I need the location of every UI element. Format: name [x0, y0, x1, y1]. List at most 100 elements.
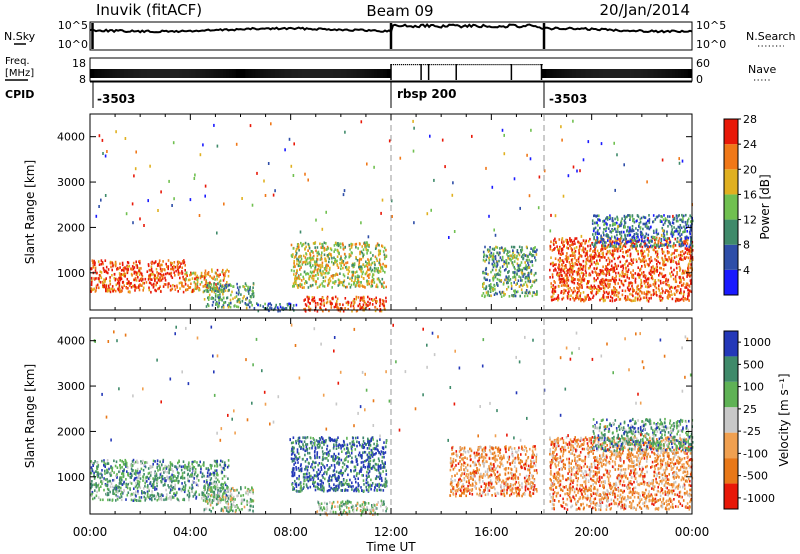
scatter-cell: [98, 134, 101, 138]
scatter-cell: [518, 245, 521, 249]
scatter-cell: [279, 303, 281, 306]
scatter-cell: [658, 245, 660, 249]
scatter-cell: [155, 267, 158, 271]
scatter-cell: [493, 293, 496, 296]
scatter-cell: [196, 283, 199, 286]
scatter-cell: [660, 266, 662, 270]
scatter-cell: [654, 279, 656, 282]
scatter-cell: [199, 460, 201, 464]
scatter-cell: [572, 264, 575, 268]
scatter-cell: [641, 265, 643, 268]
nsearch-label: N.Search: [746, 30, 796, 43]
scatter-cell: [526, 153, 528, 157]
scatter-cell: [689, 254, 692, 257]
scatter-cell: [154, 288, 156, 292]
scatter-cell: [413, 126, 415, 130]
scatter-cell: [605, 252, 608, 256]
scatter-cell: [621, 293, 624, 297]
scatter-cell: [327, 254, 329, 257]
scatter-cell: [207, 285, 210, 289]
scatter-cell: [257, 309, 260, 313]
scatter-cell: [155, 472, 158, 476]
scatter-cell: [349, 286, 352, 289]
scatter-cell: [595, 292, 597, 296]
scatter-cell: [675, 266, 678, 270]
scatter-cell: [304, 303, 307, 306]
scatter-cell: [566, 281, 568, 285]
scatter-cell: [587, 259, 590, 263]
scatter-cell: [299, 282, 301, 286]
scatter-cell: [652, 265, 654, 268]
scatter-cell: [483, 253, 486, 257]
scatter-cell: [680, 291, 683, 295]
scatter-cell: [631, 225, 634, 228]
scatter-cell: [650, 293, 652, 297]
scatter-cell: [558, 238, 561, 241]
scatter-cell: [609, 244, 612, 248]
scatter-cell: [337, 278, 340, 282]
scatter-cell: [236, 286, 239, 289]
scatter-cell: [103, 278, 105, 281]
scatter-cell: [377, 267, 379, 270]
scatter-cell: [110, 287, 112, 291]
scatter-cell: [605, 290, 608, 294]
scatter-cell: [596, 259, 598, 263]
scatter-cell: [326, 263, 328, 267]
scatter-cell: [227, 274, 230, 278]
scatter-cell: [643, 279, 645, 283]
scatter-cell: [339, 309, 342, 313]
scatter-cell: [360, 306, 363, 310]
scatter-cell: [614, 262, 616, 266]
scatter-cell: [576, 278, 579, 281]
scatter-cell: [648, 297, 650, 300]
scatter-cell: [237, 293, 240, 296]
scatter-cell: [159, 273, 162, 276]
scatter-cell: [602, 286, 605, 290]
nave-sample: [501, 64, 503, 66]
scatter-cell: [683, 271, 685, 275]
scatter-cell: [373, 269, 376, 273]
scatter-cell: [615, 265, 618, 268]
scatter-cell: [118, 284, 121, 287]
scatter-cell: [679, 250, 682, 254]
scatter-cell: [429, 134, 431, 138]
scatter-cell: [219, 273, 221, 276]
scatter-cell: [567, 287, 570, 291]
scatter-cell: [353, 307, 355, 310]
scatter-cell: [578, 255, 580, 259]
scatter-cell: [596, 232, 599, 235]
scatter-cell: [654, 246, 657, 250]
scatter-cell: [215, 272, 217, 275]
scatter-cell: [325, 301, 328, 305]
scatter-cell: [674, 244, 677, 247]
nsearch-tick-top: 10^5: [696, 19, 726, 32]
scatter-cell: [193, 469, 195, 473]
nave-sample: [465, 64, 467, 66]
nave-sample: [525, 64, 527, 66]
scatter-cell: [624, 217, 626, 221]
scatter-cell: [231, 290, 233, 294]
scatter-cell: [376, 259, 378, 262]
scatter-cell: [599, 298, 601, 302]
scatter-cell: [171, 464, 174, 467]
scatter-cell: [517, 252, 520, 255]
scatter-cell: [484, 271, 486, 275]
scatter-cell: [489, 289, 492, 292]
scatter-cell: [490, 283, 492, 286]
scatter-cell: [375, 257, 378, 260]
scatter-cell: [379, 309, 381, 313]
scatter-cell: [633, 289, 635, 292]
scatter-cell: [653, 231, 655, 234]
scatter-cell: [632, 241, 634, 245]
scatter-cell: [511, 257, 514, 260]
scatter-cell: [308, 275, 311, 278]
scatter-cell: [632, 244, 635, 248]
scatter-cell: [659, 279, 662, 283]
scatter-cell: [638, 257, 640, 260]
scatter-cell: [298, 255, 300, 259]
scatter-cell: [333, 305, 336, 309]
scatter-cell: [378, 261, 380, 265]
scatter-cell: [662, 229, 664, 233]
scatter-cell: [187, 284, 189, 287]
scatter-cell: [304, 298, 306, 301]
